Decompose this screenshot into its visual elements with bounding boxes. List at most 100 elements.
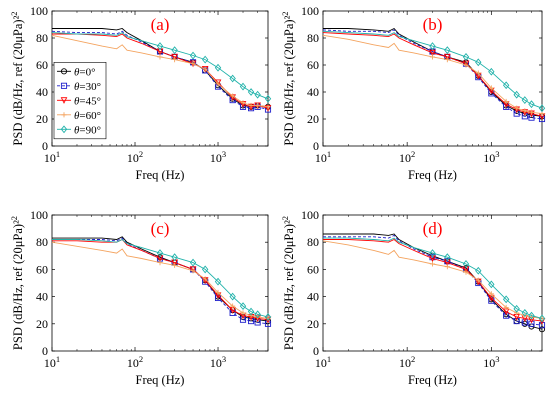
- data-point: [462, 52, 470, 61]
- x-tick-label: 103: [483, 149, 499, 165]
- data-point: [229, 74, 236, 83]
- x-tick-label-part: 2: [411, 149, 415, 159]
- x-tick-label: 103: [210, 149, 226, 165]
- series-4: [322, 30, 546, 113]
- data-point: [239, 82, 247, 91]
- data-point: [503, 312, 510, 319]
- data-point: [429, 54, 436, 60]
- panel-tag: (d): [423, 219, 443, 238]
- data-point: [521, 319, 528, 326]
- data-point: [190, 268, 196, 274]
- data-point: [538, 322, 546, 329]
- data-point: [488, 280, 495, 289]
- y-tick-label: 0: [313, 344, 319, 358]
- y-tick-label: 40: [36, 85, 48, 99]
- x-axis-label: Freq (Hz): [408, 168, 457, 182]
- legend-label-theta: θ: [74, 95, 80, 107]
- data-point: [429, 261, 436, 267]
- data-point: [444, 57, 450, 63]
- y-tick-label: 100: [301, 208, 319, 222]
- data-point: [239, 302, 247, 311]
- data-point: [202, 66, 208, 72]
- data-point: [444, 253, 451, 262]
- data-point: [463, 62, 469, 68]
- data-point: [248, 313, 254, 319]
- legend-label-value: =60°: [79, 110, 101, 122]
- x-tick-label: 103: [483, 354, 499, 370]
- y-axis-label: PSD (dB/Hz, ref (20μPa)²2: [280, 11, 296, 145]
- x-tick-label-part: 10: [44, 151, 56, 165]
- data-point: [247, 307, 255, 316]
- x-tick-label-part: 10: [127, 151, 139, 165]
- series-3: [322, 34, 545, 117]
- data-point: [202, 276, 208, 282]
- data-point: [521, 96, 529, 105]
- data-point: [513, 318, 520, 325]
- panel-tag: (b): [423, 15, 443, 34]
- data-point: [156, 249, 164, 257]
- x-tick-label-part: 1: [327, 149, 331, 159]
- y-tick-label: 0: [42, 344, 48, 358]
- data-point: [214, 63, 222, 72]
- data-point: [264, 94, 272, 103]
- data-point: [475, 266, 482, 275]
- y-tick-label: 60: [36, 262, 48, 276]
- y-tick-label: 80: [36, 31, 48, 45]
- data-point: [240, 310, 246, 316]
- data-point: [488, 67, 495, 76]
- series-line: [323, 234, 543, 326]
- legend-label-theta: θ: [74, 66, 80, 78]
- y-axis-label-part: PSD (dB/Hz, ref (20μPa)²: [282, 220, 296, 350]
- data-point: [528, 114, 535, 121]
- legend-marker: [60, 68, 68, 75]
- series-3: [51, 241, 271, 321]
- data-point: [429, 249, 436, 257]
- legend-label-theta: θ: [74, 81, 80, 93]
- data-point: [214, 277, 222, 286]
- data-point: [513, 110, 520, 117]
- data-point: [230, 93, 236, 99]
- y-tick-label: 20: [307, 112, 319, 126]
- data-point: [157, 260, 163, 266]
- x-tick-label-part: 10: [210, 151, 222, 165]
- data-point: [248, 102, 254, 109]
- data-point: [475, 58, 482, 67]
- data-point: [171, 53, 178, 61]
- x-tick-label-part: 3: [495, 149, 499, 159]
- data-point: [172, 262, 178, 268]
- y-axis-label: PSD (dB/Hz, ref (20μPa)²2: [280, 216, 296, 350]
- x-tick-label-part: 10: [315, 356, 327, 370]
- data-point: [215, 289, 221, 296]
- x-tick-label: 102: [127, 149, 143, 165]
- data-point: [521, 309, 529, 317]
- x-tick-label: 101: [315, 354, 331, 370]
- data-point: [521, 113, 528, 120]
- data-point: [488, 291, 494, 297]
- data-point: [171, 46, 178, 55]
- data-point: [503, 304, 509, 311]
- legend-label: θ=60°: [74, 110, 101, 122]
- y-tick-label: 0: [42, 139, 48, 153]
- y-axis-label-part: PSD (dB/Hz, ref (20μPa)²: [11, 15, 25, 145]
- data-point: [229, 292, 236, 301]
- x-tick-label: 101: [44, 149, 60, 165]
- data-point: [429, 49, 436, 57]
- legend-label-value: =90°: [79, 124, 101, 136]
- data-point: [538, 104, 546, 113]
- legend-label-value: =30°: [79, 81, 101, 93]
- data-point: [247, 88, 255, 96]
- x-tick-label-part: 10: [44, 356, 56, 370]
- data-point: [189, 266, 197, 274]
- data-point: [264, 313, 272, 321]
- x-tick-label-part: 2: [139, 354, 143, 364]
- data-point: [156, 42, 164, 51]
- data-point: [514, 310, 520, 316]
- data-point: [513, 304, 520, 313]
- y-tick-label: 100: [30, 208, 48, 222]
- y-axis-label: PSD (dB/Hz, ref (20μPa)²2: [9, 216, 25, 350]
- y-tick-label: 60: [307, 262, 319, 276]
- legend-label-value: =45°: [79, 95, 101, 107]
- x-tick-label-part: 10: [399, 356, 411, 370]
